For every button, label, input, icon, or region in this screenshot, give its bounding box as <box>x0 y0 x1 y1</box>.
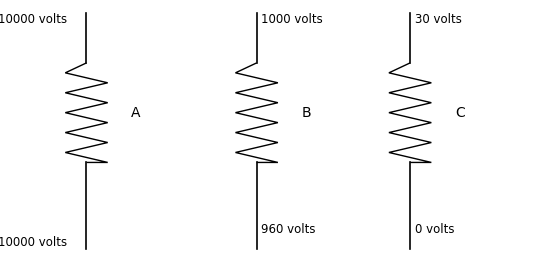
Text: 10000 volts: 10000 volts <box>0 13 68 26</box>
Text: C: C <box>455 106 464 120</box>
Text: 30 volts: 30 volts <box>415 13 461 26</box>
Text: 0 volts: 0 volts <box>415 223 454 236</box>
Text: 1000 volts: 1000 volts <box>261 13 323 26</box>
Text: A: A <box>131 106 141 120</box>
Text: 960 volts: 960 volts <box>261 223 316 236</box>
Text: B: B <box>301 106 311 120</box>
Text: 10000 volts: 10000 volts <box>0 236 68 249</box>
